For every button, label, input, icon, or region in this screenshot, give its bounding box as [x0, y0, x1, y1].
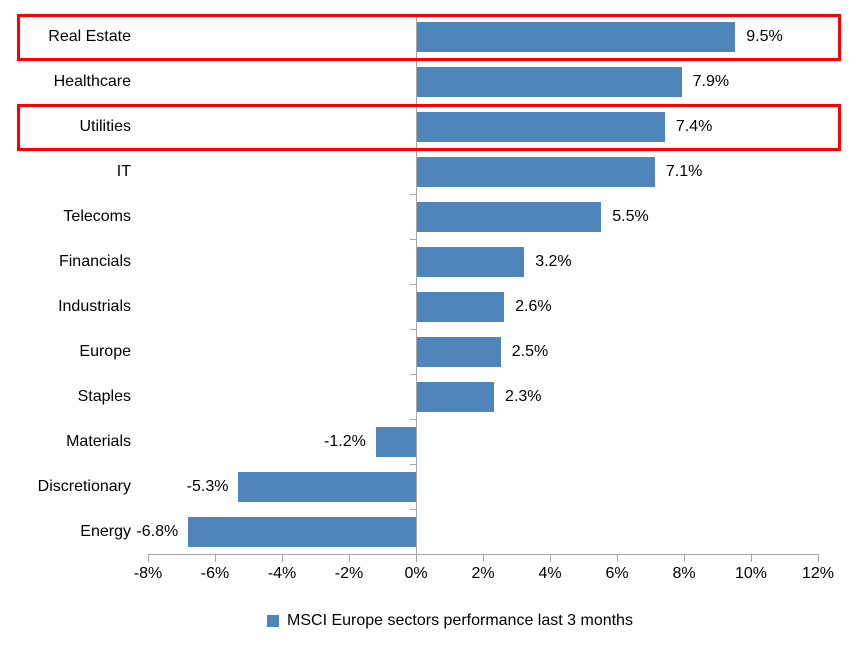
x-axis-tick	[818, 554, 819, 562]
x-axis-tick	[617, 554, 618, 562]
category-axis-tick	[410, 239, 416, 240]
x-axis-tick	[416, 554, 417, 562]
category-label: Staples	[77, 388, 131, 405]
x-tick-label: -4%	[267, 565, 297, 582]
category-label: Utilities	[79, 118, 131, 135]
bar	[375, 426, 416, 457]
bar	[417, 201, 602, 232]
value-label: 7.9%	[692, 73, 730, 90]
value-label: 2.5%	[511, 343, 549, 360]
x-tick-label: 12%	[801, 565, 835, 582]
value-label: 5.5%	[612, 208, 649, 225]
value-label: -6.8%	[136, 523, 179, 540]
x-axis-tick	[148, 554, 149, 562]
category-axis-tick	[410, 374, 416, 375]
x-tick-label: -6%	[200, 565, 230, 582]
category-label: Real Estate	[48, 28, 131, 45]
bar	[417, 246, 525, 277]
value-label: 2.6%	[515, 298, 552, 315]
category-axis-tick	[410, 419, 416, 420]
category-label: Telecoms	[63, 208, 131, 225]
category-axis-tick	[410, 194, 416, 195]
category-axis-line	[416, 14, 417, 554]
legend-series-swatch-icon	[267, 615, 280, 627]
bar	[417, 291, 505, 322]
category-label: Energy	[80, 523, 131, 540]
x-axis-tick	[483, 554, 484, 562]
value-label: -1.2%	[324, 433, 366, 450]
category-label: Europe	[79, 343, 131, 360]
legend: MSCI Europe sectors performance last 3 m…	[0, 612, 852, 630]
bar	[417, 21, 736, 52]
bar	[417, 111, 665, 142]
category-label: Healthcare	[53, 73, 131, 90]
x-tick-label: 2%	[471, 565, 495, 582]
bar	[417, 381, 495, 412]
bar	[417, 336, 501, 367]
x-tick-label: -8%	[133, 565, 163, 582]
x-tick-label: 0%	[404, 565, 428, 582]
x-tick-label: 4%	[538, 565, 562, 582]
x-axis-tick	[349, 554, 350, 562]
bar	[238, 471, 416, 502]
category-label: Financials	[58, 253, 131, 270]
category-label: Materials	[66, 433, 131, 450]
bar	[417, 66, 682, 97]
x-axis-tick	[684, 554, 685, 562]
value-label: 2.3%	[505, 388, 542, 405]
value-label: 7.4%	[675, 118, 713, 135]
category-axis-tick	[410, 284, 416, 285]
category-axis-tick	[410, 329, 416, 330]
x-tick-label: 10%	[734, 565, 768, 582]
category-label: Discretionary	[37, 478, 131, 495]
x-axis-tick	[215, 554, 216, 562]
x-axis-tick	[550, 554, 551, 562]
highlight-box	[17, 13, 841, 61]
value-label: 3.2%	[535, 253, 572, 270]
value-label: 7.1%	[665, 163, 703, 180]
x-tick-label: 8%	[672, 565, 696, 582]
bar	[417, 156, 655, 187]
value-label: -5.3%	[186, 478, 229, 495]
legend-label: MSCI Europe sectors performance last 3 m…	[287, 612, 633, 629]
x-axis-tick	[751, 554, 752, 562]
category-axis-tick	[410, 464, 416, 465]
category-label: Industrials	[58, 298, 131, 315]
bar	[188, 516, 416, 547]
x-axis-tick	[282, 554, 283, 562]
category-axis-tick	[410, 509, 416, 510]
x-tick-label: 6%	[605, 565, 629, 582]
category-label: IT	[116, 163, 131, 180]
x-tick-label: -2%	[334, 565, 364, 582]
value-label: 9.5%	[746, 28, 783, 45]
highlight-box	[17, 103, 841, 151]
